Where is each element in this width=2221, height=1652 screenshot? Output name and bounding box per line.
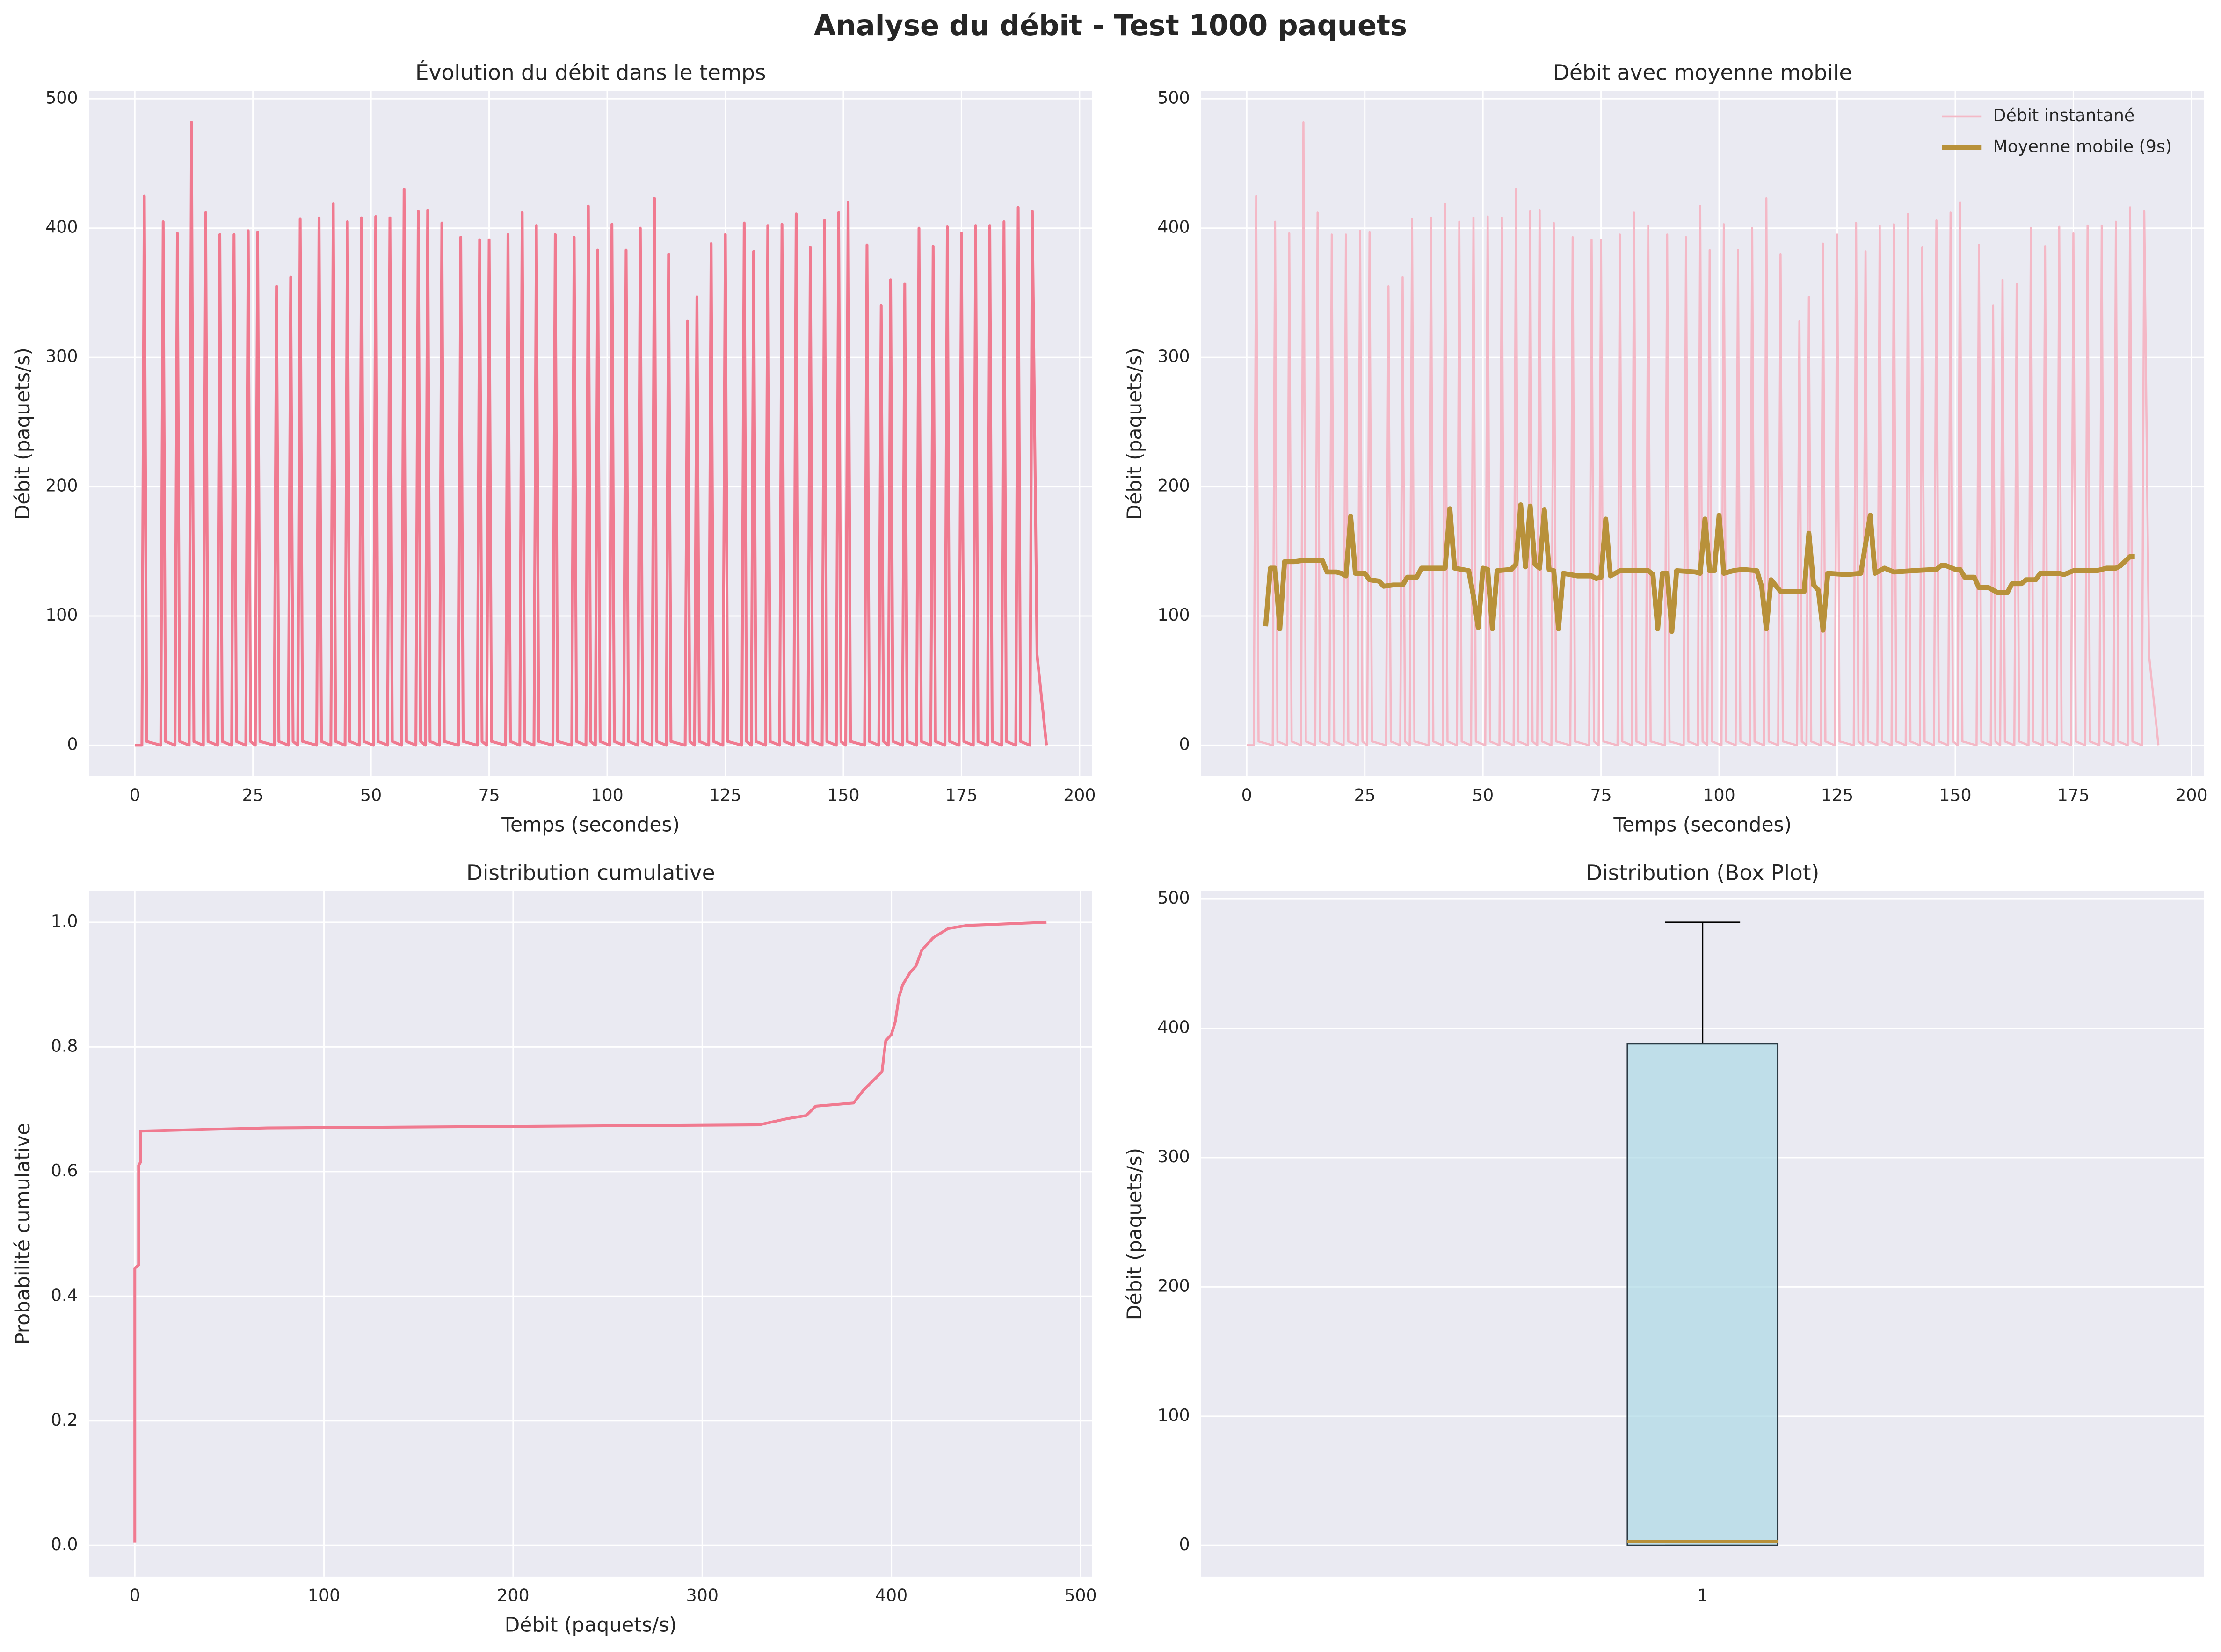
x-tick-label: 75 [1590, 785, 1611, 805]
x-tick-label: 300 [686, 1585, 719, 1605]
panel-title: Évolution du débit dans le temps [415, 60, 766, 85]
y-tick-label: 0 [1179, 1534, 1190, 1554]
legend-label: Débit instantané [1993, 105, 2134, 125]
y-tick-label: 100 [1157, 1405, 1190, 1425]
line-series [1247, 121, 2160, 746]
x-tick-label: 175 [945, 785, 978, 805]
line-series [133, 920, 1047, 1543]
line-series [1263, 502, 2135, 634]
y-tick-label: 200 [1157, 1275, 1190, 1296]
y-tick-label: 0.4 [51, 1285, 78, 1305]
x-axis-label: Temps (secondes) [501, 813, 680, 836]
x-axis-label: Débit (paquets/s) [505, 1613, 677, 1636]
y-tick-label: 300 [1157, 1146, 1190, 1167]
y-tick-label: 500 [1157, 87, 1190, 108]
x-tick-label: 150 [827, 785, 859, 805]
panel: Distribution (Box Plot) Débit (paquets/s)… [1123, 860, 2204, 1605]
plot-background [89, 891, 1092, 1577]
y-tick-label: 300 [45, 346, 78, 366]
x-tick-label: 0 [130, 1585, 140, 1605]
x-tick-label: 200 [497, 1585, 529, 1605]
x-tick-label: 200 [1063, 785, 1096, 805]
panel: Distribution cumulative Débit (paquets/s)… [11, 860, 1097, 1636]
x-tick-label: 100 [1703, 785, 1735, 805]
x-tick-label: 125 [709, 785, 741, 805]
y-tick-label: 100 [1157, 605, 1190, 625]
figure-title: Analyse du débit - Test 1000 paquets [814, 9, 1407, 42]
y-axis-label: Débit (paquets/s) [1123, 1148, 1146, 1320]
x-tick-label: 500 [1064, 1585, 1096, 1605]
x-tick-label: 75 [478, 785, 500, 805]
y-tick-label: 300 [1157, 346, 1190, 366]
y-tick-label: 0 [1179, 734, 1190, 754]
panel-title: Distribution cumulative [466, 860, 715, 885]
y-tick-label: 500 [1157, 888, 1190, 908]
y-tick-label: 100 [45, 605, 78, 625]
y-axis-label: Probabilité cumulative [11, 1123, 34, 1345]
y-axis-label: Débit (paquets/s) [11, 348, 34, 520]
y-tick-label: 400 [1157, 217, 1190, 237]
x-tick-label: 50 [360, 785, 382, 805]
x-tick-label: 400 [875, 1585, 907, 1605]
y-tick-label: 200 [1157, 476, 1190, 496]
x-tick-label: 100 [308, 1585, 340, 1605]
y-tick-label: 200 [45, 476, 78, 496]
panel-title: Débit avec moyenne mobile [1553, 60, 1852, 85]
panel-title: Distribution (Box Plot) [1586, 860, 1819, 885]
y-tick-label: 0.0 [51, 1534, 78, 1554]
y-tick-label: 1.0 [51, 911, 78, 931]
x-tick-label: 100 [591, 785, 623, 805]
y-tick-label: 400 [1157, 1017, 1190, 1037]
y-tick-label: 0.8 [51, 1036, 78, 1056]
x-tick-label: 50 [1472, 785, 1494, 805]
panel: Débit avec moyenne mobile Temps (secondes… [1123, 60, 2208, 836]
x-tick-label: 200 [2175, 785, 2207, 805]
y-tick-label: 400 [45, 217, 78, 237]
x-tick-label: 25 [1354, 785, 1376, 805]
x-tick-label: 25 [242, 785, 264, 805]
line-series [135, 121, 1048, 747]
legend-label: Moyenne mobile (9s) [1993, 137, 2172, 157]
y-tick-label: 0.2 [51, 1410, 78, 1430]
x-tick-label: 175 [2057, 785, 2090, 805]
x-tick-label: 0 [130, 785, 140, 805]
x-tick-label: 125 [1821, 785, 1853, 805]
box [1626, 1043, 1779, 1546]
panel: Évolution du débit dans le temps Temps (s… [11, 60, 1096, 836]
y-tick-label: 500 [45, 87, 78, 108]
x-tick-label: 0 [1241, 785, 1252, 805]
y-tick-label: 0 [67, 734, 78, 754]
x-tick-label: 1 [1697, 1585, 1708, 1605]
y-axis-label: Débit (paquets/s) [1123, 348, 1146, 520]
x-axis-label: Temps (secondes) [1613, 813, 1792, 836]
x-tick-label: 150 [1939, 785, 1971, 805]
y-tick-label: 0.6 [51, 1160, 78, 1181]
